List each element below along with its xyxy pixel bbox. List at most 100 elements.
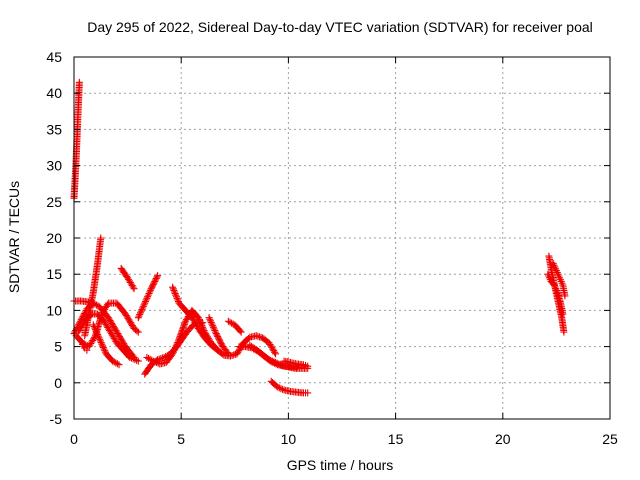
data-point-fill	[94, 332, 102, 340]
data-point-fill	[145, 290, 153, 298]
data-point	[272, 359, 280, 367]
series-arc-t	[267, 377, 312, 397]
y-tick-label: -5	[50, 411, 63, 427]
data-point	[75, 78, 83, 86]
x-axis-title: GPS time / hours	[287, 457, 394, 473]
y-tick-label: 0	[54, 375, 62, 391]
data-point-fill	[118, 337, 126, 345]
data-point-fill	[195, 315, 203, 323]
data-point-fill	[105, 315, 113, 323]
data-point	[265, 356, 273, 364]
data-point	[194, 314, 202, 322]
data-point-fill	[171, 345, 179, 353]
data-point-fill	[144, 293, 152, 301]
data-point-fill	[273, 359, 281, 367]
data-point-fill	[79, 313, 87, 321]
data-point-fill	[139, 302, 147, 310]
data-point	[224, 350, 232, 358]
data-point-fill	[209, 323, 217, 331]
data-point-fill	[207, 317, 215, 325]
x-tick-label: 10	[281, 431, 297, 447]
data-point-fill	[174, 339, 182, 347]
data-point-fill	[136, 309, 144, 317]
data-point	[97, 234, 105, 242]
data-point	[134, 314, 142, 322]
data-point-fill	[275, 384, 283, 392]
data-point-fill	[216, 337, 224, 345]
y-tick-label: 10	[46, 302, 62, 318]
data-point	[169, 283, 177, 291]
series-arc-p	[233, 332, 280, 358]
y-tick-label: 25	[46, 194, 62, 210]
series-arc-m	[143, 306, 222, 368]
data-point-fill	[146, 288, 154, 296]
data-point-fill	[209, 322, 217, 330]
data-point	[126, 353, 134, 361]
data-point-fill	[148, 356, 156, 364]
data-point-fill	[135, 312, 143, 320]
data-point	[115, 361, 123, 369]
data-point-fill	[91, 326, 99, 334]
data-point-fill	[93, 329, 101, 337]
data-point-fill	[94, 331, 102, 339]
data-point-fill	[122, 311, 130, 319]
data-point-fill	[137, 307, 145, 315]
data-point-fill	[148, 283, 156, 291]
data-point-fill	[92, 327, 100, 335]
data-point-fill	[214, 332, 222, 340]
data-point-fill	[271, 348, 279, 356]
data-point-fill	[133, 327, 141, 335]
data-point-fill	[117, 335, 125, 343]
data-point-fill	[109, 321, 117, 329]
y-tick-label: 15	[46, 266, 62, 282]
data-point	[237, 328, 245, 336]
data-point-fill	[174, 337, 182, 345]
data-point	[561, 292, 569, 300]
data-point-fill	[171, 343, 179, 351]
data-point-fill	[110, 324, 118, 332]
y-tick-label: 30	[46, 158, 62, 174]
data-point-fill	[143, 294, 151, 302]
data-point	[121, 310, 129, 318]
data-point-fill	[276, 361, 284, 369]
data-point-fill	[171, 290, 179, 298]
data-point-fill	[277, 385, 285, 393]
series-arc-n	[205, 314, 232, 358]
data-point-fill	[198, 322, 206, 330]
data-point-fill	[96, 337, 104, 345]
data-point-fill	[172, 342, 180, 350]
data-point	[130, 285, 138, 293]
data-point-fill	[149, 282, 157, 290]
data-point-fill	[129, 355, 137, 363]
data-point-fill	[223, 348, 231, 356]
y-tick-label: 5	[54, 339, 62, 355]
data-point-fill	[210, 325, 218, 333]
data-point-fill	[99, 343, 107, 351]
data-point	[96, 335, 104, 343]
y-axis-title: SDTVAR / TECUs	[6, 181, 22, 293]
series-arc-i	[117, 264, 138, 293]
series-arc-o	[224, 317, 245, 336]
grid-lines	[74, 57, 610, 419]
data-point-fill	[173, 294, 181, 302]
data-point-fill	[151, 276, 159, 284]
data-point-fill	[127, 319, 135, 327]
data-point	[134, 357, 142, 365]
data-point-fill	[267, 356, 275, 364]
data-point-fill	[169, 285, 177, 293]
data-point-fill	[170, 286, 178, 294]
y-tick-label: 45	[46, 49, 62, 65]
data-point-fill	[116, 334, 124, 342]
data-point-fill	[133, 356, 141, 364]
data-point-fill	[151, 358, 159, 366]
data-point	[154, 272, 162, 280]
data-point-fill	[111, 325, 119, 333]
data-point-fill	[264, 355, 272, 363]
data-point-fill	[128, 322, 136, 330]
data-point-fill	[172, 291, 180, 299]
data-point-fill	[114, 330, 122, 338]
data-point	[104, 314, 112, 322]
data-point-fill	[172, 293, 180, 301]
data-point-fill	[115, 332, 123, 340]
